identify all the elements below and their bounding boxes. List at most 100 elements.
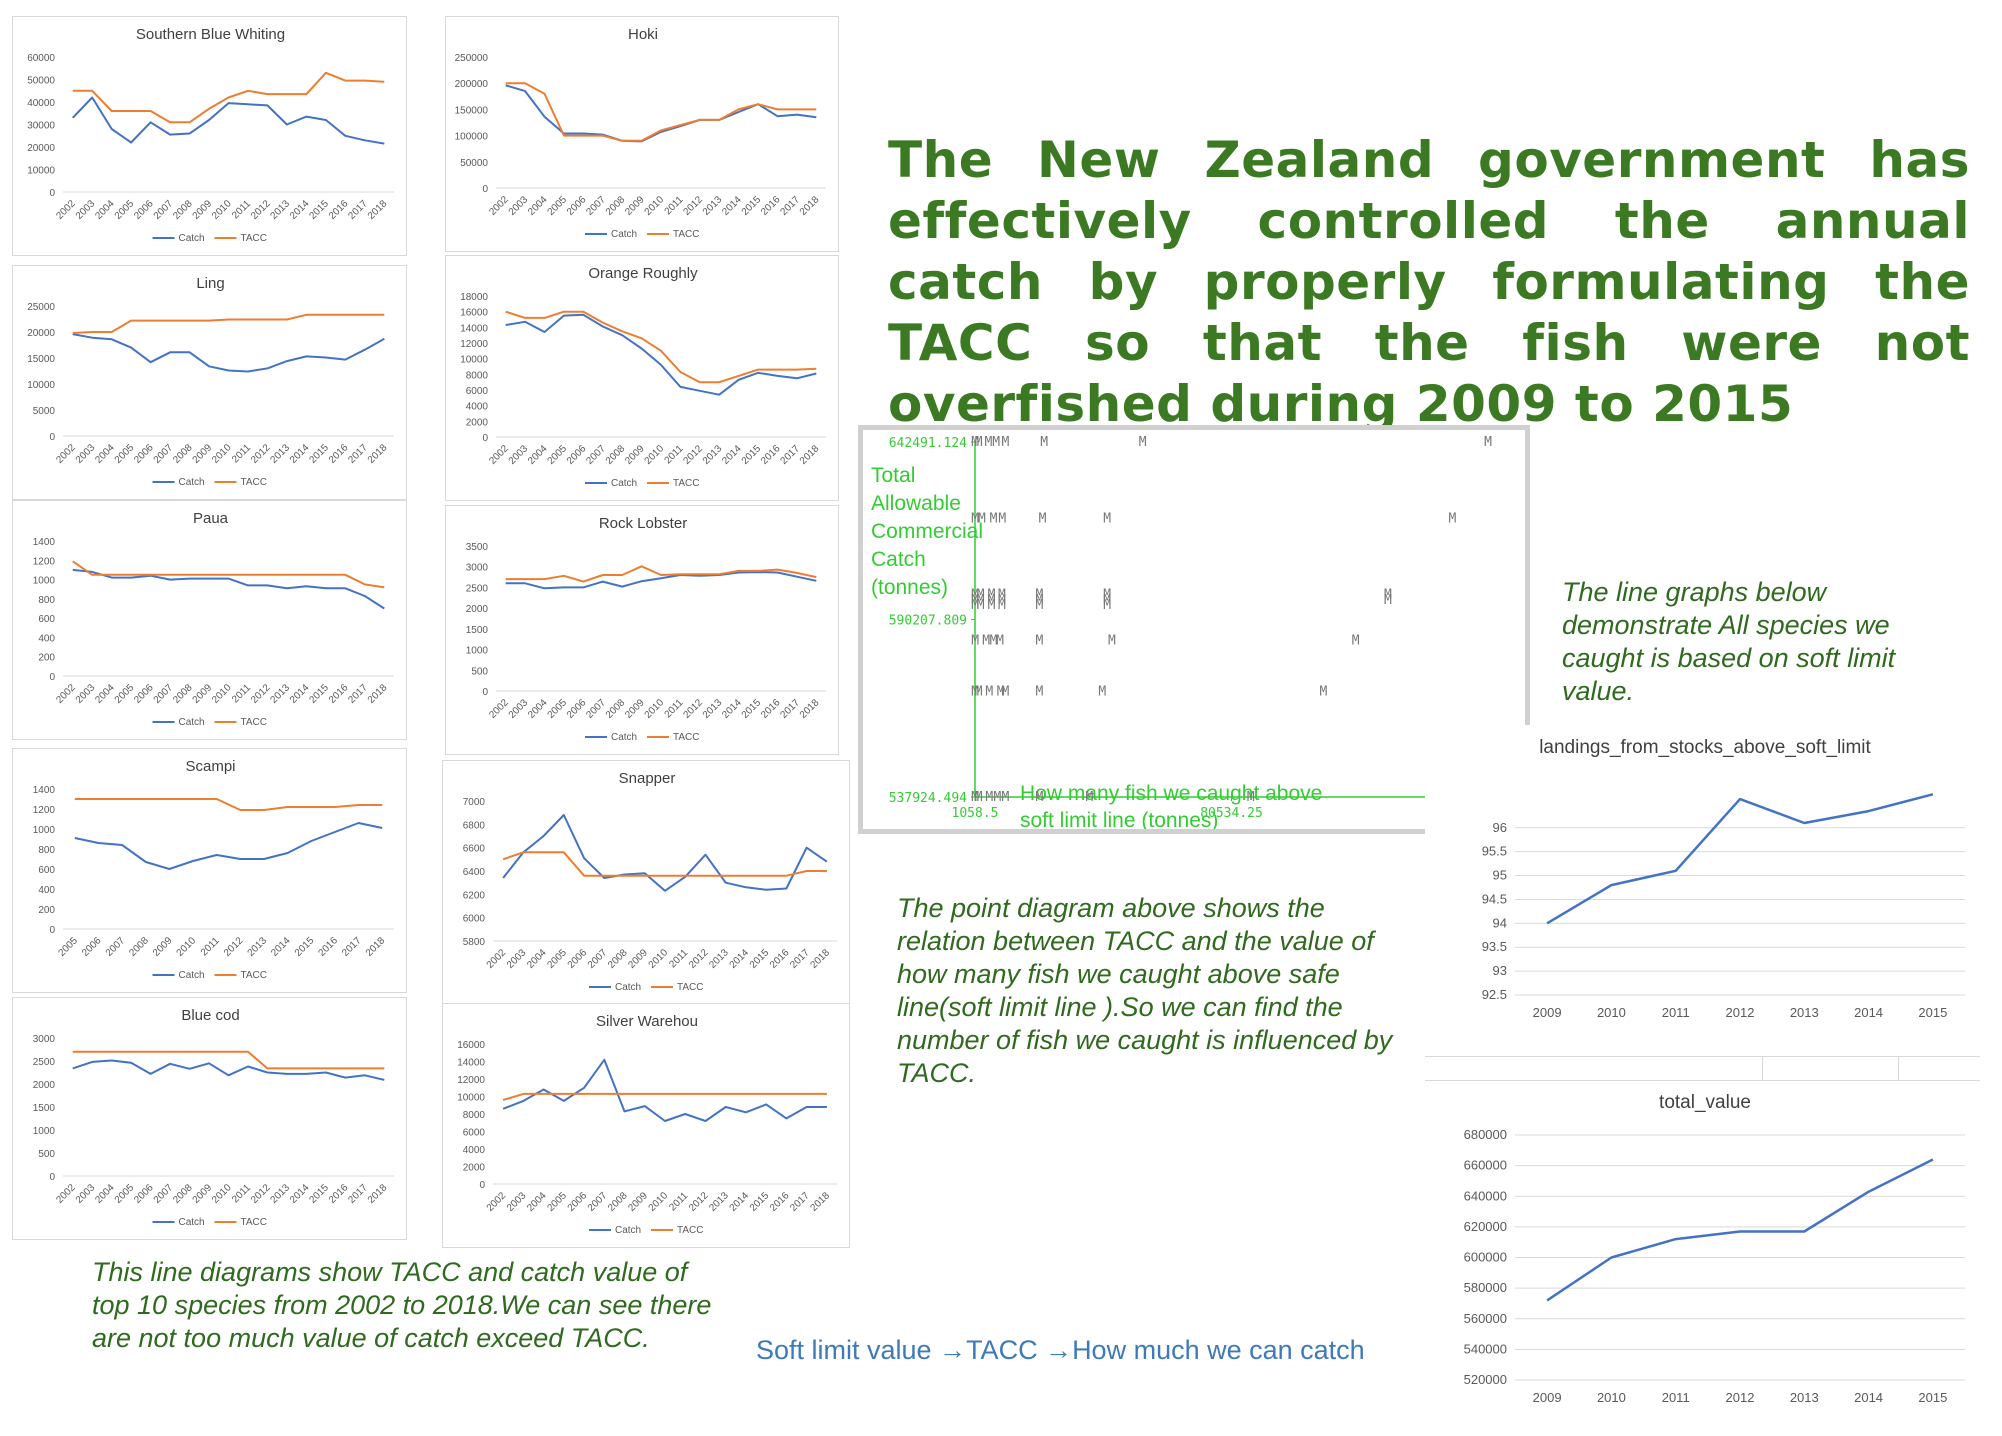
x-tick-label: 2009 — [623, 697, 647, 721]
scatter-point: M — [1040, 435, 1048, 450]
headline: The New Zealand government has effective… — [888, 131, 1970, 433]
y-tick-label: 660000 — [1464, 1158, 1507, 1173]
x-tick-label: 2009 — [191, 1182, 215, 1206]
legend-label: TACC — [241, 1217, 267, 1228]
x-tick-label: 2008 — [127, 935, 151, 959]
y-tick-label: 6000 — [466, 386, 489, 397]
line-chart: Orange Roughly 0 2000 4000 6000 8000 10000 1200… — [460, 265, 826, 489]
y-tick-label: 0 — [479, 1180, 485, 1191]
scatter-point: M — [971, 593, 979, 608]
scatter-point: M — [971, 684, 979, 699]
x-tick-label: 2006 — [132, 442, 156, 466]
series-line-catch — [505, 84, 817, 143]
x-tick-label: 2008 — [171, 442, 195, 466]
scatter-point: M — [1103, 598, 1111, 613]
x-tick-label: 2011 — [1662, 1390, 1690, 1405]
scatter-point: M — [1352, 634, 1360, 649]
x-tick-label: 2007 — [152, 198, 176, 222]
x-tick-label: 2010 — [175, 935, 199, 959]
x-tick-label: 2004 — [93, 682, 117, 706]
x-tick-label: 2010 — [647, 1190, 671, 1214]
x-tick-label: 2003 — [507, 194, 531, 218]
divider — [1425, 1080, 1980, 1081]
chart-title: Blue cod — [181, 1007, 239, 1024]
x-tick-label: 2017 — [788, 1190, 812, 1214]
y-tick-label: 2000 — [466, 604, 489, 615]
x-tick-label: 2011 — [663, 697, 686, 720]
y-tick-label: 20000 — [27, 143, 55, 154]
x-tick-label: 2007 — [584, 443, 608, 467]
y-tick-label: 150000 — [455, 105, 489, 116]
x-tick-label: 2016 — [327, 1182, 351, 1206]
scatter-point: M — [984, 435, 992, 450]
y-tick-label: 400 — [38, 633, 55, 644]
x-tick-label: 2004 — [526, 697, 550, 721]
divider — [1425, 1056, 1980, 1057]
x-tick-label: 2005 — [113, 198, 137, 222]
x-tick-label: 2003 — [507, 443, 531, 467]
scatter-point: M — [1002, 435, 1010, 450]
x-tick-label: 2012 — [249, 1182, 273, 1206]
x-tick-label: 2015 — [1918, 1005, 1947, 1020]
x-tick-label: 2018 — [798, 697, 822, 721]
x-tick-label: 2008 — [604, 194, 628, 218]
x-tick-label: 2015 — [307, 442, 331, 466]
chart-panel-silver-warehou: Silver Warehou 0 2000 4000 6000 8000 10000 1200… — [442, 1003, 850, 1248]
y-axis-label: Total Allowable Commercial Catch (tonnes) — [871, 464, 983, 599]
series-line-tacc — [74, 798, 383, 811]
x-tick-label: 2007 — [586, 1190, 610, 1214]
y-tick-label: 12000 — [457, 1075, 485, 1086]
scatter-point: M — [998, 511, 1006, 526]
scatter-point: M — [990, 511, 998, 526]
series-line-tacc — [72, 313, 385, 334]
x-tick-label: 2011 — [230, 682, 253, 705]
x-tick-label: 2017 — [778, 697, 802, 721]
legend-label: TACC — [241, 477, 267, 488]
x-tick-label: 2004 — [93, 442, 117, 466]
x-tick-label: 2010 — [210, 682, 234, 706]
x-tick-label: 2015 — [307, 198, 331, 222]
note-middle: The point diagram above shows the relati… — [897, 893, 1393, 1088]
x-tick-label: 2018 — [808, 947, 832, 971]
x-tick-label: 2009 — [191, 682, 215, 706]
chart-panel-rock-lobster: Rock Lobster 0 500 1000 1500 2000 2500 3000 3500… — [445, 505, 839, 755]
x-tick-label: 2010 — [1597, 1005, 1626, 1020]
y-tick-label: 0 — [482, 184, 488, 195]
x-tick-label: 2007 — [152, 442, 176, 466]
y-tick-label: 580000 — [1464, 1280, 1507, 1295]
x-tick-label: 2015 — [740, 194, 764, 218]
y-tick-label: 4000 — [463, 1145, 486, 1156]
y-tick-label: 6000 — [463, 914, 486, 925]
y-tick-label: 50000 — [460, 158, 488, 169]
x-tick-label: 2009 — [191, 442, 215, 466]
x-tick-label: 2004 — [93, 1182, 117, 1206]
y-tick-label: 94 — [1493, 915, 1507, 930]
y-tick-label: 18000 — [460, 292, 488, 303]
x-tick-label: 2012 — [681, 443, 705, 467]
x-tick-label: 2011 — [230, 442, 253, 465]
series-line-tacc — [72, 1050, 385, 1070]
y-tick-label: 1400 — [33, 537, 56, 548]
scatter-point: M — [992, 435, 1000, 450]
x-tick-label: 2017 — [346, 1182, 370, 1206]
x-tick-label: 2013 — [701, 194, 725, 218]
scatter-point: M — [971, 435, 979, 450]
y-tick-label: 6600 — [463, 844, 486, 855]
x-tick-label: 2003 — [74, 682, 98, 706]
x-tick-label: 2014 — [720, 443, 744, 467]
scatter-point: M — [1384, 588, 1392, 603]
x-tick-label: 2018 — [366, 442, 390, 466]
x-tick-label: 2002 — [487, 194, 511, 218]
x-tick-label: 2014 — [288, 1182, 312, 1206]
y-tick-label: 12000 — [460, 339, 488, 350]
x-tick-label: 2012 — [1726, 1005, 1755, 1020]
y-tick-label: 500 — [38, 1149, 55, 1160]
y-tick-label: 95.5 — [1482, 844, 1507, 859]
x-tick-label: 2011 — [667, 1190, 690, 1213]
x-tick-label: 2003 — [74, 442, 98, 466]
chart-panel-scampi: Scampi 0 200 400 600 800 1000 1200 1400 2005 2006 2… — [12, 748, 407, 993]
y-tick-label: 15000 — [27, 354, 55, 365]
x-tick-label: 2015 — [748, 947, 772, 971]
series-line-tacc — [505, 565, 817, 583]
legend-label: Catch — [179, 970, 205, 981]
